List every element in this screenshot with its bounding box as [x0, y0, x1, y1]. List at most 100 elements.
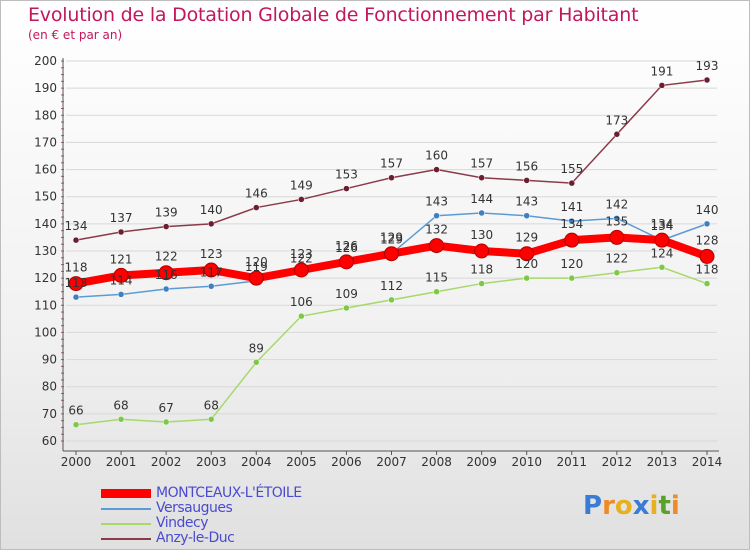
data-point: [162, 285, 170, 293]
data-point: [248, 270, 264, 286]
data-point: [298, 196, 305, 203]
data-point: [343, 304, 350, 312]
logo-letter: i: [670, 491, 680, 521]
data-label: 106: [290, 295, 313, 309]
data-label: 120: [245, 255, 268, 269]
data-point: [613, 131, 621, 138]
y-tick-label: 70: [42, 407, 57, 421]
legend-swatch-vindecy: [101, 523, 151, 525]
data-point: [519, 246, 535, 262]
data-point: [613, 215, 621, 222]
chart-title: Evolution de la Dotation Globale de Fonc…: [28, 4, 639, 26]
data-label: 120: [560, 257, 583, 271]
x-tick-label: 2013: [647, 455, 678, 469]
data-point: [703, 76, 711, 84]
data-point: [478, 174, 485, 181]
data-label: 135: [605, 214, 628, 228]
data-label: 134: [650, 217, 673, 231]
legend-label-montceaux: MONTCEAUX-L'ÉTOILE: [156, 485, 302, 501]
data-label: 123: [290, 247, 313, 261]
x-tick-label: 2000: [61, 455, 92, 469]
y-tick-label: 90: [42, 353, 57, 367]
x-tick-label: 2010: [511, 455, 542, 469]
y-tick-label: 180: [34, 108, 57, 122]
data-label: 68: [204, 398, 219, 412]
data-point: [253, 359, 260, 366]
data-label: 118: [696, 263, 719, 277]
legend-label-vindecy: Vindecy: [156, 515, 209, 531]
data-label: 134: [650, 219, 673, 233]
data-label: 157: [470, 157, 493, 171]
data-label: 112: [380, 279, 403, 293]
data-point: [203, 262, 219, 278]
data-point: [613, 269, 621, 276]
data-point: [523, 212, 530, 219]
data-label: 137: [110, 211, 133, 225]
data-point: [253, 204, 260, 211]
x-tick-label: 2004: [241, 455, 272, 469]
x-tick-label: 2001: [106, 455, 137, 469]
logo-letter: i: [649, 491, 659, 521]
data-label: 122: [605, 252, 628, 266]
data-label: 119: [245, 260, 268, 274]
legend-swatch-versaugues: [101, 508, 151, 510]
data-label: 143: [515, 195, 538, 209]
data-label: 114: [110, 273, 133, 287]
data-point: [117, 416, 125, 423]
data-point: [523, 177, 530, 184]
data-point: [72, 236, 80, 244]
legend-label-versaugues: Versaugues: [156, 500, 233, 516]
data-point: [72, 421, 80, 428]
data-label: 134: [560, 217, 583, 231]
logo-letter: x: [632, 491, 650, 521]
data-point: [207, 416, 215, 423]
data-label: 123: [200, 247, 223, 261]
x-tick-label: 2007: [376, 455, 407, 469]
data-label: 149: [290, 178, 313, 192]
data-label: 126: [335, 239, 358, 253]
data-point: [293, 262, 309, 278]
data-label: 68: [113, 398, 128, 412]
x-tick-label: 2011: [557, 455, 588, 469]
data-label: 121: [110, 252, 133, 266]
data-label: 129: [380, 231, 403, 245]
data-point: [568, 179, 576, 187]
data-point: [343, 185, 350, 192]
data-label: 120: [515, 257, 538, 271]
x-tick-label: 2008: [421, 455, 452, 469]
data-label: 191: [650, 64, 673, 78]
data-point: [338, 254, 354, 270]
y-tick-label: 140: [34, 217, 57, 231]
data-point: [523, 274, 530, 282]
data-point: [433, 288, 440, 295]
data-point: [478, 280, 485, 287]
x-tick-label: 2012: [602, 455, 633, 469]
data-point: [68, 276, 84, 292]
data-point: [72, 293, 80, 301]
data-point: [703, 280, 711, 287]
data-label: 122: [290, 252, 313, 266]
data-point: [117, 291, 125, 298]
data-point: [699, 248, 715, 264]
data-label: 134: [65, 219, 88, 233]
data-label: 126: [335, 241, 358, 255]
data-label: 140: [200, 203, 223, 217]
data-point: [433, 212, 440, 219]
data-point: [388, 296, 395, 304]
legend-swatch-montceaux: [101, 489, 151, 498]
data-label: 118: [65, 261, 88, 275]
data-label: 143: [425, 195, 448, 209]
data-label: 160: [425, 149, 448, 163]
data-label: 144: [470, 192, 493, 206]
data-label: 113: [65, 276, 88, 290]
data-label: 155: [560, 162, 583, 176]
data-point: [429, 238, 445, 254]
data-point: [433, 166, 440, 173]
data-label: 116: [155, 268, 178, 282]
y-tick-label: 80: [42, 380, 57, 394]
data-point: [564, 232, 580, 248]
data-label: 157: [380, 157, 403, 171]
x-tick-label: 2003: [196, 455, 227, 469]
